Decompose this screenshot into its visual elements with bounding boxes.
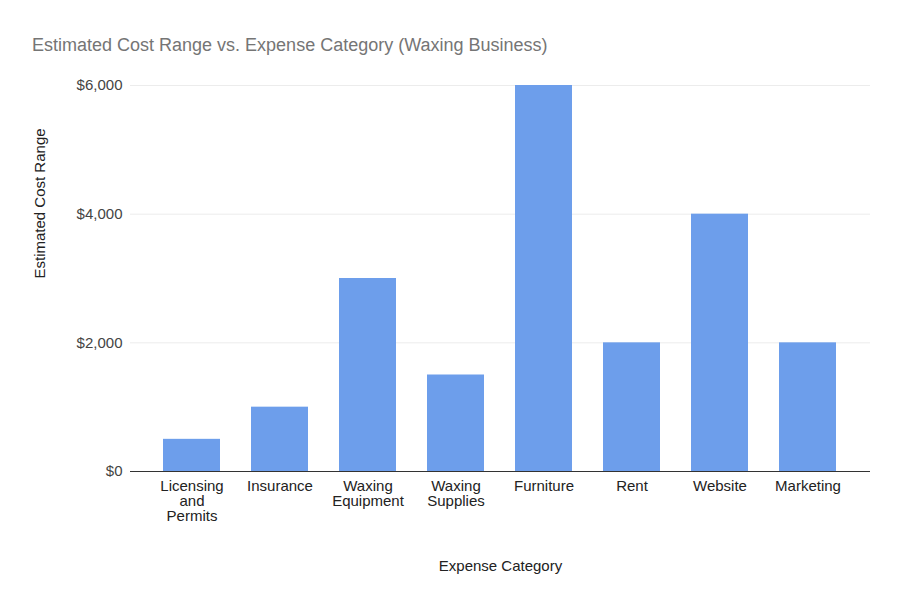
- svg-text:$0: $0: [106, 462, 123, 479]
- svg-text:Insurance: Insurance: [247, 477, 313, 494]
- svg-text:Marketing: Marketing: [775, 477, 841, 494]
- svg-text:WaxingSupplies: WaxingSupplies: [427, 477, 485, 509]
- svg-text:Furniture: Furniture: [514, 477, 574, 494]
- svg-text:WaxingEquipment: WaxingEquipment: [332, 477, 405, 509]
- svg-text:Estimated Cost Range: Estimated Cost Range: [31, 128, 48, 278]
- html-text:Estimated Cost Range vs. Expen: Estimated Cost Range vs. Expense Categor…: [32, 35, 548, 55]
- svg-text:Rent: Rent: [616, 477, 649, 494]
- svg-text:$4,000: $4,000: [77, 205, 123, 222]
- svg-text:Expense Category: Expense Category: [439, 557, 563, 574]
- svg-text:Website: Website: [693, 477, 747, 494]
- svg-text:$2,000: $2,000: [77, 334, 123, 351]
- svg-text:LicensingandPermits: LicensingandPermits: [160, 477, 223, 524]
- svg-text:$6,000: $6,000: [77, 76, 123, 93]
